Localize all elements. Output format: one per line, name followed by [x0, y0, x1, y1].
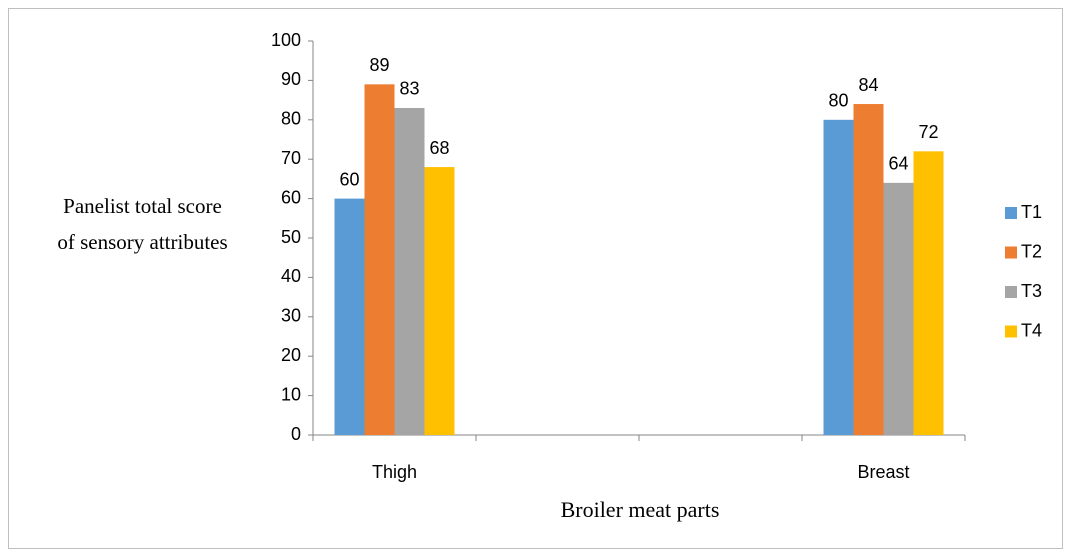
legend-swatch — [1005, 286, 1017, 298]
bar — [364, 84, 395, 435]
bar — [424, 167, 455, 435]
bar — [394, 107, 425, 435]
y-tick-label: 30 — [281, 306, 301, 326]
bar — [823, 119, 854, 436]
value-label: 84 — [858, 75, 878, 95]
y-tick-label: 100 — [271, 30, 301, 50]
y-tick-label: 10 — [281, 384, 301, 404]
legend-label: T3 — [1021, 281, 1042, 301]
bar — [913, 151, 944, 435]
legend-swatch — [1005, 325, 1017, 338]
bar — [853, 104, 884, 435]
bar — [334, 198, 365, 435]
y-tick-label: 0 — [291, 424, 301, 444]
value-label: 83 — [399, 79, 419, 99]
legend-label: T2 — [1021, 241, 1042, 261]
x-tick-label: Breast — [857, 462, 909, 482]
y-tick-label: 60 — [281, 187, 301, 207]
legend-swatch — [1005, 246, 1017, 259]
y-tick-label: 20 — [281, 345, 301, 365]
y-tick-label: 50 — [281, 227, 301, 247]
y-tick-label: 70 — [281, 148, 301, 168]
value-label: 72 — [918, 122, 938, 142]
value-label: 60 — [339, 169, 359, 189]
legend-label: T4 — [1021, 320, 1042, 340]
value-label: 80 — [828, 91, 848, 111]
x-tick-label: Thigh — [372, 462, 417, 482]
y-tick-label: 80 — [281, 109, 301, 129]
y-tick-label: 40 — [281, 266, 301, 286]
value-label: 89 — [369, 55, 389, 75]
legend-label: T1 — [1021, 202, 1042, 222]
legend-swatch — [1005, 207, 1017, 219]
value-label: 64 — [888, 154, 908, 174]
bar — [883, 182, 914, 435]
y-axis-title: Panelist total score of sensory attribut… — [57, 194, 228, 254]
x-axis-title: Broiler meat parts — [561, 497, 720, 522]
value-label: 68 — [429, 138, 449, 158]
y-tick-label: 90 — [281, 69, 301, 89]
